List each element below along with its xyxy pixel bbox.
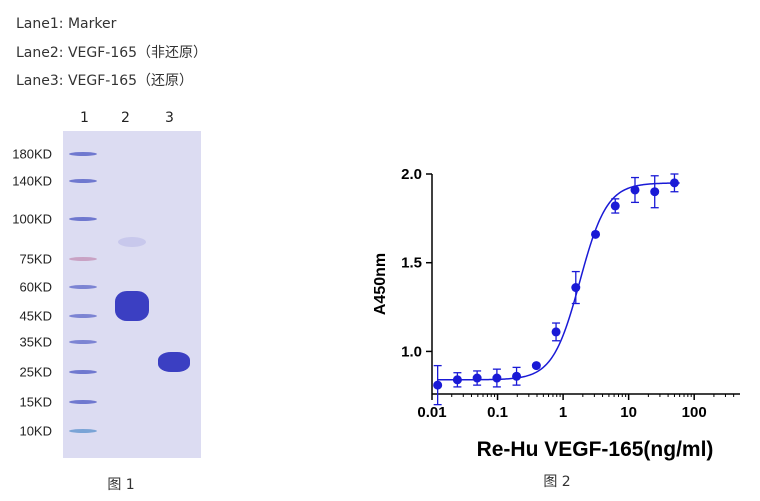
data-point (492, 373, 502, 383)
y-tick-label: 1.5 (401, 255, 422, 272)
data-point (650, 187, 660, 197)
x-tick-label: 10 (620, 404, 637, 421)
ladder-band (69, 285, 97, 289)
ladder-band (69, 257, 97, 261)
data-point (531, 361, 541, 371)
lane-number-1: 1 (80, 110, 89, 126)
lane-legend: Lane1: Marker Lane2: VEGF-165（非还原） Lane3… (16, 10, 207, 96)
y-tick-label: 2.0 (401, 166, 422, 183)
data-point (630, 185, 640, 195)
data-point (591, 229, 601, 239)
ladder-band (69, 314, 97, 318)
marker-label: 60KD (19, 279, 52, 295)
marker-label: 10KD (19, 423, 52, 439)
data-point (433, 380, 443, 390)
lane-number-2: 2 (121, 110, 130, 126)
ladder-band (69, 429, 97, 433)
marker-label: 25KD (19, 364, 52, 380)
x-tick-label: 0.1 (487, 404, 508, 421)
figure-1-caption: 图 1 (107, 477, 135, 493)
x-tick-label: 1 (559, 404, 567, 421)
lane3-main-band (158, 352, 190, 372)
y-axis-label: A450nm (372, 253, 389, 315)
data-point (472, 373, 482, 383)
data-point (512, 371, 522, 381)
legend-line-1: Lane1: Marker (16, 16, 117, 32)
marker-label: 140KD (12, 173, 52, 189)
data-points-group (433, 173, 679, 406)
legend-line-2: Lane2: VEGF-165（非还原） (16, 44, 208, 61)
gel-image (63, 131, 201, 458)
figure-2-caption: 图 2 (543, 474, 571, 490)
lane-number-3: 3 (165, 110, 174, 126)
x-tick-label: 100 (682, 404, 707, 421)
ladder-band (69, 340, 97, 344)
ladder-band (69, 400, 97, 404)
ladder-band (69, 370, 97, 374)
legend-line-3: Lane3: VEGF-165（还原） (16, 73, 194, 89)
marker-label: 100KD (12, 211, 52, 227)
data-point (669, 178, 679, 188)
marker-label: 35KD (19, 334, 52, 350)
data-point (551, 327, 561, 337)
fit-curve-group (437, 182, 680, 381)
chart-axes: 1.0 1.5 2.0 0.01 0.1 1 10 100 (401, 166, 740, 421)
lane2-faint-band (118, 237, 146, 247)
fit-curve (437, 182, 680, 381)
marker-label: 15KD (19, 394, 52, 410)
data-point (571, 283, 581, 293)
data-point (610, 201, 620, 211)
ladder-band (69, 179, 97, 183)
y-tick-label: 1.0 (401, 343, 422, 360)
marker-label: 180KD (12, 146, 52, 162)
x-axis-label: Re-Hu VEGF-165(ng/ml) (477, 438, 714, 461)
marker-label: 45KD (19, 308, 52, 324)
ladder-band (69, 152, 97, 156)
x-tick-label: 0.01 (417, 404, 446, 421)
marker-label: 75KD (19, 251, 52, 267)
lane2-main-band (115, 291, 149, 321)
data-point (452, 375, 462, 385)
ladder-band (69, 217, 97, 221)
